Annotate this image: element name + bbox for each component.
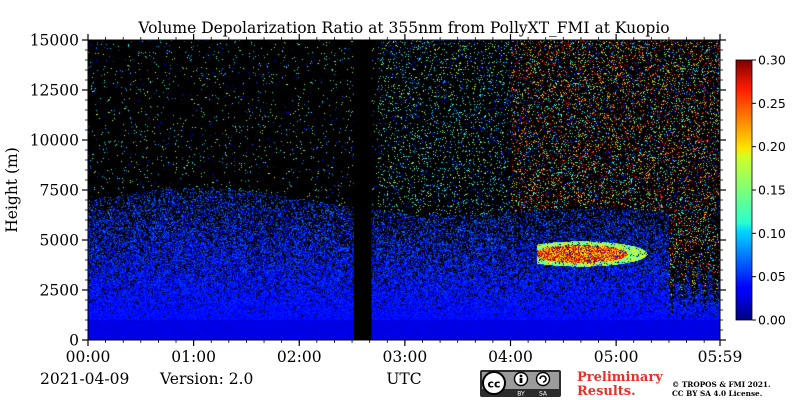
- y-tick-label: 7500: [40, 182, 79, 200]
- colorbar-tick-label: 0.10: [758, 226, 786, 241]
- y-tick-label: 12500: [30, 82, 79, 100]
- y-axis-label: Height (m): [3, 147, 21, 233]
- colorbar-tick-label: 0.20: [758, 139, 786, 154]
- cc-icon-text: cc: [487, 378, 500, 391]
- copyright-line-1: © TROPOS & FMI 2021.: [672, 380, 771, 389]
- y-tick-label: 2500: [40, 282, 79, 300]
- y-tick-label: 5000: [40, 232, 79, 250]
- x-tick-label: 05:59: [698, 348, 743, 366]
- preliminary-line-2: Results.: [577, 384, 636, 399]
- cc-icon: [482, 371, 506, 395]
- depolarization-heatmap: [88, 40, 720, 340]
- preliminary-line-1: Preliminary: [577, 370, 663, 385]
- by-label: BY: [517, 391, 525, 398]
- date-label: 2021-04-09: [40, 370, 129, 388]
- y-tick-label: 15000: [30, 32, 79, 50]
- sa-share-alike-icon: [535, 371, 551, 387]
- y-tick-label: 10000: [30, 132, 79, 150]
- x-axis-label: UTC: [386, 370, 421, 388]
- cc-license-badge: cc BY SA: [480, 370, 561, 398]
- plot-area: [88, 40, 720, 340]
- colorbar: [735, 59, 753, 321]
- chart-title: Volume Depolarization Ratio at 355nm fro…: [137, 19, 669, 37]
- x-tick-label: 05:00: [594, 348, 639, 366]
- colorbar-axis: 0.00 0.05 0.10 0.15 0.20 0.25 0.30: [752, 53, 786, 328]
- x-axis: 00:00 01:00 02:00 03:00 04:00 05:00 05:59: [66, 34, 743, 366]
- missing-data-gap: [353, 40, 372, 340]
- x-tick-label: 04:00: [488, 348, 533, 366]
- x-tick-label: 00:00: [66, 348, 111, 366]
- y-axis: 0 2500 5000 7500 10000 12500 15000: [30, 32, 726, 350]
- copyright-line-2: CC BY SA 4.0 License.: [672, 389, 762, 398]
- y-tick-label: 0: [69, 332, 79, 350]
- version-label: Version: 2.0: [159, 370, 253, 388]
- colorbar-tick-label: 0.00: [758, 313, 786, 328]
- x-tick-label: 03:00: [383, 348, 428, 366]
- colorbar-tick-label: 0.25: [758, 96, 786, 111]
- sa-label: SA: [539, 391, 548, 398]
- x-tick-label: 02:00: [277, 348, 322, 366]
- colorbar-tick-label: 0.05: [758, 269, 786, 284]
- colorbar-tick-label: 0.15: [758, 183, 786, 198]
- x-tick-label: 01:00: [171, 348, 216, 366]
- colorbar-tick-label: 0.30: [758, 53, 786, 68]
